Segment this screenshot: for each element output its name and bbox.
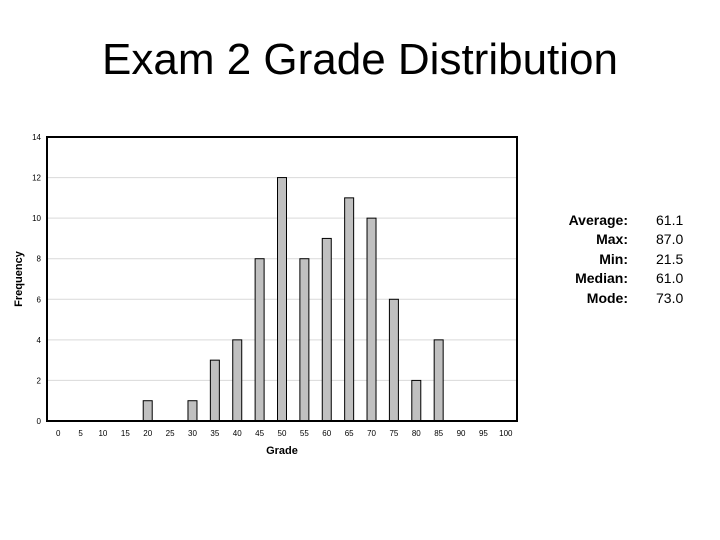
x-tick-label: 80 [412,429,421,438]
y-tick-label: 10 [32,214,41,223]
y-tick-label: 12 [32,174,41,183]
stat-average: Average: 61.1 [540,210,684,230]
bar [388,298,399,422]
stat-average-label: Average: [568,211,628,228]
y-tick-label: 14 [32,133,41,142]
x-tick-label: 55 [300,429,309,438]
x-tick-label: 20 [143,429,152,438]
x-tick-label: 90 [457,429,466,438]
y-tick-label: 0 [37,417,42,426]
stat-mode-label: Mode: [586,289,628,306]
y-tick-label: 8 [37,255,42,264]
stat-average-value: 61.1 [656,211,684,228]
x-tick-label: 50 [278,429,287,438]
x-tick-label: 5 [78,429,83,438]
plot-frame [46,136,518,422]
x-tick-label: 85 [434,429,443,438]
x-tick-label: 95 [479,429,488,438]
bar [299,258,310,422]
y-tick-label: 6 [37,295,42,304]
stat-median-value: 61.0 [656,270,684,287]
stat-max-label: Max: [596,231,628,248]
bar [187,400,198,422]
x-tick-label: 40 [233,429,242,438]
x-tick-label: 35 [210,429,219,438]
x-axis-label: Grade [266,445,298,457]
y-tick-label: 4 [37,336,42,345]
grade-distribution-chart: 0 2 4 6 8 10 12 14 0 5 10 15 20 25 30 35 40 45 50 55 60 65 70… [13,133,518,457]
stat-min-value: 21.5 [656,250,684,267]
stat-mode-value: 73.0 [656,289,684,306]
x-tick-label: 75 [389,429,398,438]
x-tick-label: 100 [499,429,513,438]
y-tick-label: 2 [37,376,42,385]
stat-median: Median: 61.0 [540,269,683,289]
y-tick-labels: 0 2 4 6 8 10 12 14 [32,133,41,426]
stat-mode: Mode: 73.0 [540,288,683,308]
stat-median-label: Median: [575,270,628,287]
bar [433,339,444,422]
slide-title: Exam 2 Grade Distribution [102,35,618,84]
bar [321,237,332,422]
stat-max-value: 87.0 [656,231,684,248]
x-tick-labels: 0 5 10 15 20 25 30 35 40 45 50 55 60 65 70 75 80 85 90 95 10… [56,429,513,438]
x-tick-label: 15 [121,429,130,438]
bar [209,359,220,422]
stat-min: Min: 21.5 [540,249,683,269]
bar [254,258,265,422]
x-tick-label: 0 [56,429,61,438]
x-tick-label: 45 [255,429,264,438]
bar [232,339,243,422]
stat-min-label: Min: [599,250,628,267]
x-tick-label: 60 [322,429,331,438]
stat-max: Max: 87.0 [540,230,683,250]
x-tick-label: 10 [98,429,107,438]
bar [277,177,287,422]
bar [142,400,153,422]
bar [366,217,377,422]
x-tick-label: 30 [188,429,197,438]
x-tick-label: 25 [166,429,175,438]
bar [411,379,422,422]
x-tick-label: 70 [367,429,376,438]
x-tick-label: 65 [345,429,354,438]
stats-panel: Average: 61.1 Max: 87.0 Min: 21.5 Median… [540,210,684,308]
bar [344,197,355,422]
y-axis-label: Frequency [13,250,25,307]
